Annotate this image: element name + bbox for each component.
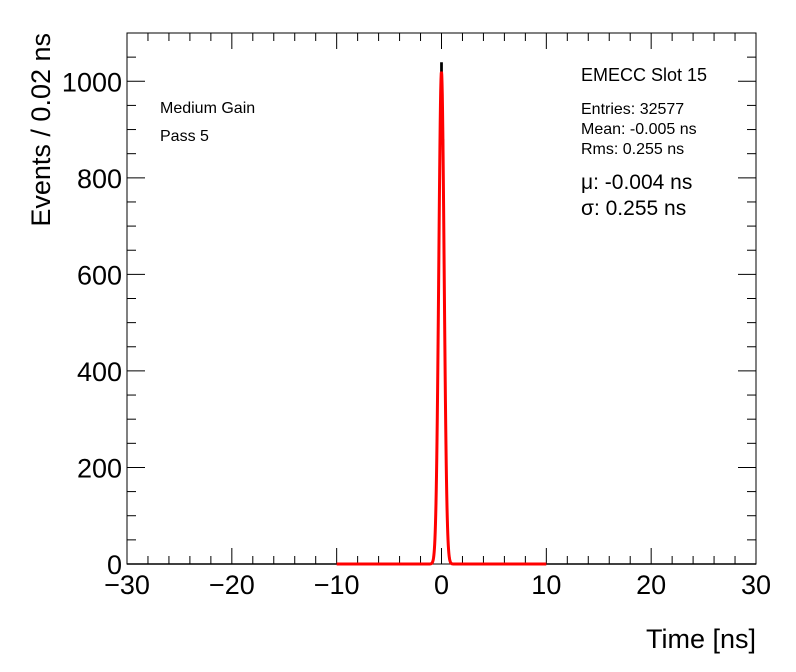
y-tick-label: 800 (77, 164, 122, 194)
stats-title: EMECC Slot 15 (581, 65, 707, 85)
y-tick-label: 1000 (62, 67, 122, 97)
x-tick-label: −30 (104, 570, 150, 600)
stats-entries: Entries: 32577 (581, 101, 684, 118)
x-axis-tick-labels: −30 −20 −10 0 10 20 30 (104, 570, 771, 600)
fit-mu: μ: -0.004 ns (581, 171, 692, 194)
y-axis-tick-labels: 0 200 400 600 800 1000 (62, 67, 122, 580)
x-tick-label: 20 (636, 570, 666, 600)
x-axis-ticks (126, 33, 757, 564)
y-tick-label: 400 (77, 357, 122, 387)
y-tick-label: 600 (77, 260, 122, 290)
fit-sigma: σ: 0.255 ns (581, 197, 686, 220)
x-tick-label: 30 (741, 570, 771, 600)
x-axis-label: Time [ns] (646, 624, 756, 654)
x-tick-label: 10 (531, 570, 561, 600)
gain-annotation: Medium Gain (160, 100, 255, 117)
x-tick-label: −10 (314, 570, 360, 600)
y-tick-label: 200 (77, 453, 122, 483)
stats-rms: Rms: 0.255 ns (581, 141, 684, 158)
y-axis-ticks (127, 32, 756, 565)
x-tick-label: −20 (209, 570, 255, 600)
stats-mean: Mean: -0.005 ns (581, 121, 697, 138)
y-tick-label: 0 (107, 550, 122, 580)
pass-annotation: Pass 5 (160, 128, 209, 145)
y-axis-label: Events / 0.02 ns (26, 33, 56, 227)
gaussian-fit-curve (336, 71, 547, 566)
x-tick-label: 0 (434, 570, 449, 600)
